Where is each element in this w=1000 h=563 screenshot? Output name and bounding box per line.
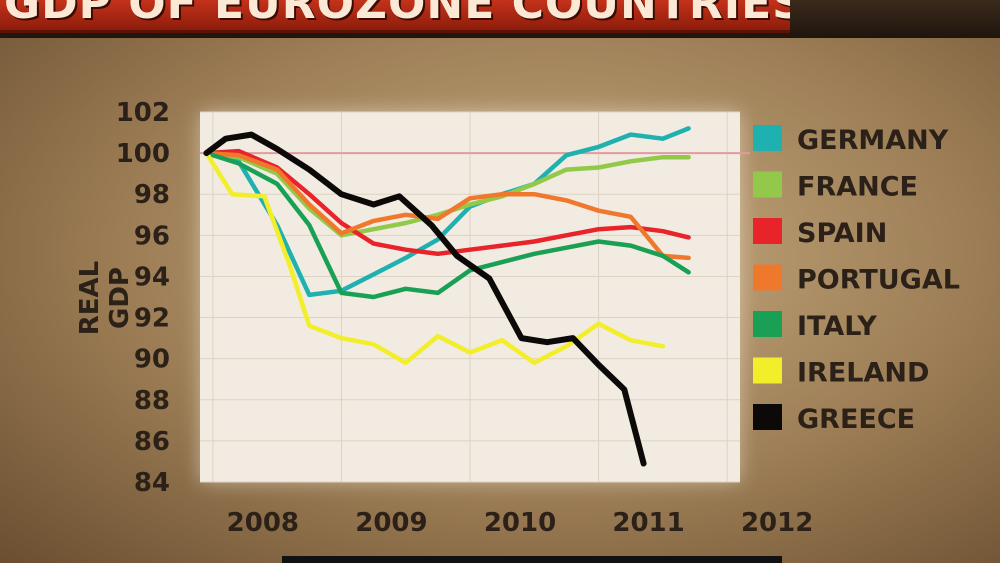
- y-tick-label: 102: [116, 98, 170, 128]
- series-lines: [203, 126, 691, 467]
- x-tick-label: 2012: [741, 508, 813, 538]
- y-tick-label: 98: [134, 180, 170, 210]
- gridlines: [200, 111, 740, 483]
- y-tick-labels: 84 86 88 90 92 94 96 98 100 102: [116, 98, 170, 498]
- x-tick-label: 2008: [227, 508, 299, 538]
- legend-label-france: FRANCE: [797, 172, 918, 203]
- x-tick-label: 2011: [612, 508, 684, 538]
- y-tick-label: 84: [134, 468, 170, 498]
- y-tick-label: 96: [134, 221, 170, 251]
- legend-swatch-portugal: [753, 264, 782, 291]
- legend-label-portugal: PORTUGAL: [797, 265, 960, 296]
- y-tick-label: 92: [134, 304, 170, 334]
- x-tick-labels: 2008 2009 2010 2011 2012: [227, 508, 814, 538]
- y-tick-label: 86: [134, 427, 170, 457]
- legend: GERMANY FRANCE SPAIN PORTUGAL ITALY IRELAND GR…: [753, 125, 960, 435]
- y-tick-label: 90: [134, 345, 170, 375]
- source-bar: [282, 556, 782, 563]
- legend-label-germany: GERMANY: [797, 125, 949, 156]
- x-tick-label: 2010: [484, 508, 556, 538]
- series-line-portugal: [204, 150, 691, 261]
- legend-label-spain: SPAIN: [797, 218, 887, 249]
- y-tick-label: 88: [134, 386, 170, 416]
- legend-label-ireland: IRELAND: [797, 358, 929, 389]
- series-line-ireland: [204, 150, 666, 366]
- y-tick-label: 100: [116, 139, 170, 169]
- legend-swatch-greece: [753, 404, 782, 430]
- series-line-greece: [203, 131, 647, 467]
- series-line-italy: [204, 150, 691, 300]
- series-line-germany: [204, 126, 691, 298]
- legend-swatch-italy: [753, 311, 782, 337]
- legend-swatch-spain: [753, 218, 782, 244]
- y-tick-label: 94: [134, 262, 170, 292]
- legend-swatch-ireland: [753, 357, 782, 384]
- legend-swatch-france: [753, 171, 782, 198]
- legend-label-greece: GREECE: [797, 404, 915, 435]
- legend-label-italy: ITALY: [797, 311, 877, 342]
- title-banner: GDP OF EUROZONE COUNTRIES: [0, 0, 790, 33]
- legend-swatch-germany: [753, 125, 782, 151]
- x-tick-label: 2009: [355, 508, 427, 538]
- chart-title: GDP OF EUROZONE COUNTRIES: [4, 0, 790, 29]
